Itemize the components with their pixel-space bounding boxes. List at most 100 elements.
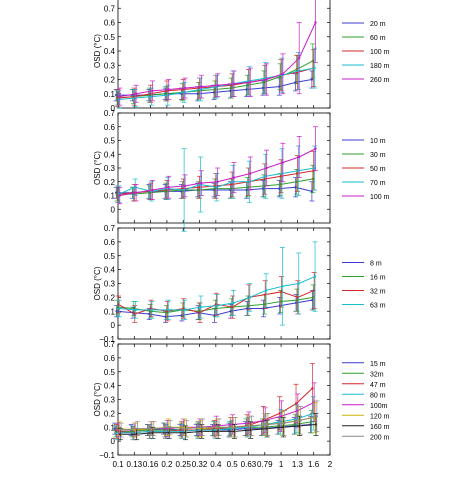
- data-point: [118, 307, 121, 310]
- y-tick-label: 0.5: [104, 368, 116, 377]
- y-tick-label: 0.4: [104, 382, 116, 391]
- data-point: [134, 92, 138, 95]
- y-tick-label: 0.2: [104, 178, 116, 187]
- data-point: [216, 84, 219, 87]
- x-tick-label: 0.79: [257, 460, 273, 469]
- data-point: [152, 427, 155, 430]
- x-tick-label: 0.1: [112, 460, 124, 469]
- legend-label: 60 m: [370, 35, 386, 42]
- data-point: [183, 308, 186, 312]
- legend-label: 260 m: [370, 77, 390, 84]
- y-tick-label: 0.3: [104, 280, 116, 289]
- data-point: [314, 21, 317, 24]
- x-tick-label: 0.5: [227, 460, 239, 469]
- data-point: [183, 184, 187, 188]
- y-tick-label: −0.1: [99, 451, 115, 460]
- data-point: [216, 180, 219, 183]
- x-tick-label: 0.63: [241, 460, 257, 469]
- legend-label: 80 m: [370, 392, 386, 399]
- data-point: [118, 194, 122, 197]
- legend-label: 8 m: [370, 261, 382, 268]
- y-tick-label: 0.6: [104, 354, 116, 363]
- legend-label: 32m: [370, 371, 384, 378]
- data-point: [201, 426, 204, 429]
- x-tick-label: 1.6: [308, 460, 320, 469]
- y-tick-label: 0.5: [104, 252, 116, 261]
- x-tick-label: 0.32: [192, 460, 208, 469]
- y-tick-label: 0.7: [104, 340, 116, 349]
- data-point: [119, 428, 123, 432]
- legend-label: 15 m: [370, 361, 386, 368]
- data-point: [200, 181, 203, 185]
- x-tick-label: 0.25: [175, 460, 191, 469]
- data-point: [265, 78, 268, 81]
- y-axis-label: OSD (°C): [93, 266, 102, 300]
- y-tick-label: 0.6: [104, 123, 116, 132]
- legend-label: 30 m: [370, 152, 386, 159]
- data-point: [310, 78, 314, 81]
- y-tick-label: 0.1: [104, 307, 116, 316]
- data-point: [283, 421, 286, 425]
- legend-label: 100 m: [370, 194, 390, 201]
- y-tick-label: 0.4: [104, 150, 116, 159]
- data-point: [232, 82, 236, 85]
- y-axis-label: OSD (°C): [93, 34, 102, 68]
- legend-label: 160 m: [370, 424, 390, 431]
- data-point: [217, 426, 221, 429]
- data-point: [136, 427, 139, 430]
- data-point: [168, 426, 172, 429]
- data-point: [293, 423, 297, 426]
- y-tick-label: 0.2: [104, 293, 116, 302]
- data-point: [299, 419, 302, 422]
- y-tick-label: 0.7: [104, 224, 116, 233]
- data-point: [249, 81, 252, 84]
- data-point: [215, 304, 219, 307]
- y-tick-label: 0.6: [104, 238, 116, 247]
- x-tick-label: 1: [279, 460, 284, 469]
- data-point: [232, 176, 236, 179]
- x-tick-label: 0.13: [127, 460, 143, 469]
- x-tick-label: 0.2: [161, 460, 173, 469]
- legend-label: 50 m: [370, 166, 386, 173]
- data-point: [310, 420, 313, 423]
- y-tick-label: 0.3: [104, 164, 116, 173]
- data-point: [150, 308, 154, 312]
- y-tick-label: 0.4: [104, 47, 116, 56]
- data-point: [313, 66, 316, 70]
- y-tick-label: 0.1: [104, 192, 116, 201]
- data-point: [249, 172, 252, 175]
- data-point: [281, 285, 284, 288]
- legend-label: 120 m: [370, 413, 390, 420]
- x-tick-label: 0.4: [210, 460, 222, 469]
- y-tick-label: −0.1: [99, 335, 115, 344]
- legend-label: 200 m: [370, 434, 390, 441]
- data-point: [185, 427, 188, 430]
- data-point: [250, 424, 253, 428]
- data-point: [167, 308, 170, 312]
- y-tick-label: 0: [111, 205, 116, 214]
- y-tick-label: 0.3: [104, 61, 116, 70]
- data-point: [297, 282, 300, 285]
- data-point: [264, 289, 268, 292]
- y-tick-label: 0: [111, 437, 116, 446]
- data-point: [118, 95, 122, 98]
- y-tick-label: 0: [111, 321, 116, 330]
- y-tick-label: 0.3: [104, 396, 116, 405]
- data-point: [311, 387, 314, 390]
- legend-label: 100m: [370, 403, 388, 410]
- x-tick-label: 0.16: [143, 460, 159, 469]
- y-tick-label: 0.7: [104, 109, 116, 118]
- y-tick-label: 0: [111, 104, 116, 113]
- data-point: [314, 147, 317, 150]
- data-point: [134, 191, 138, 194]
- y-tick-label: 0.5: [104, 137, 116, 146]
- y-tick-label: 0.6: [104, 19, 116, 28]
- y-axis-label: OSD (°C): [93, 151, 102, 185]
- legend-label: 180 m: [370, 63, 390, 70]
- legend-label: 70 m: [370, 180, 386, 187]
- data-point: [167, 186, 170, 189]
- data-point: [200, 85, 203, 88]
- data-point: [265, 166, 268, 170]
